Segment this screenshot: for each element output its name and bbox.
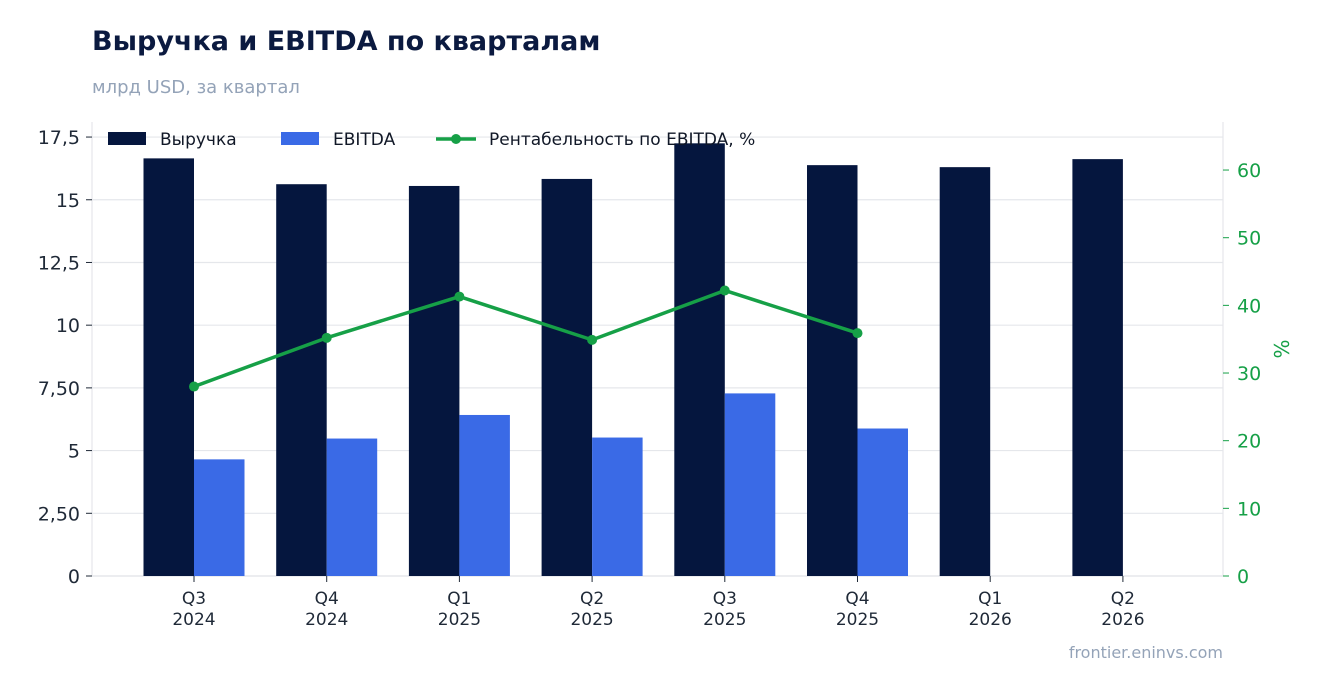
revenue-bar (807, 165, 858, 576)
left-tick-label: 0 (68, 566, 80, 588)
x-tick-label-quarter: Q4 (845, 589, 869, 609)
right-tick-label: 0 (1237, 566, 1249, 588)
legend: Выручка EBITDA Рентабельность по EBITDA, % (108, 130, 755, 150)
legend-swatch-revenue (108, 132, 146, 145)
x-tick-label-year: 2026 (1101, 610, 1144, 630)
revenue-bar (276, 184, 327, 577)
x-tick-label-year: 2025 (438, 610, 481, 630)
revenue-bar (408, 185, 460, 577)
right-tick-label: 60 (1237, 160, 1261, 182)
margin-point (719, 285, 730, 296)
x-tick-label-year: 2026 (969, 610, 1012, 630)
legend-marker-margin (451, 134, 461, 144)
margin-point (852, 328, 863, 339)
margin-point (321, 332, 332, 343)
ebitda-bar (459, 414, 510, 576)
x-tick-label-quarter: Q2 (1111, 589, 1135, 609)
left-tick-label: 2,50 (38, 503, 80, 525)
ebitda-bar (326, 438, 378, 576)
x-tick-label-quarter: Q2 (580, 589, 604, 609)
legend-label-margin: Рентабельность по EBITDA, % (489, 130, 755, 150)
chart-title: Выручка и EBITDA по кварталам (92, 26, 601, 57)
ebitda-bar (194, 459, 245, 576)
ebitda-bar (724, 393, 776, 576)
x-tick-label-year: 2024 (172, 610, 215, 630)
margin-point (189, 381, 199, 392)
right-tick-label: 40 (1237, 295, 1261, 317)
revenue-bar (1072, 159, 1123, 576)
right-axis-label: % (1270, 339, 1294, 358)
margin-point (454, 291, 465, 302)
x-tick-label-year: 2025 (703, 610, 746, 630)
x-tick-label-year: 2024 (305, 610, 348, 630)
margin-line (189, 285, 863, 392)
legend-swatch-ebitda (281, 132, 319, 145)
right-tick-label: 10 (1237, 498, 1261, 520)
left-tick-label: 15 (56, 190, 80, 212)
x-tick-label-year: 2025 (836, 610, 879, 630)
x-tick-label-quarter: Q3 (182, 589, 206, 609)
ebitda-bar (857, 428, 908, 576)
right-tick-label: 20 (1237, 431, 1261, 453)
x-tick-label-quarter: Q1 (447, 589, 471, 609)
left-tick-label: 12,5 (38, 252, 80, 274)
revenue-bar (541, 178, 593, 577)
x-tick-label-quarter: Q1 (978, 589, 1002, 609)
revenue-bar (143, 158, 194, 576)
source-credit: frontier.eninvs.com (1068, 643, 1223, 662)
bars (143, 143, 1123, 577)
margin-point (587, 334, 598, 345)
right-tick-label: 50 (1237, 228, 1261, 250)
legend-label-ebitda: EBITDA (333, 130, 396, 150)
chart-subtitle: млрд USD, за квартал (92, 77, 300, 98)
left-tick-label: 10 (56, 315, 80, 337)
left-tick-label: 17,5 (38, 127, 80, 149)
left-tick-label: 7,50 (38, 378, 80, 400)
grid-lines (92, 136, 1223, 514)
revenue-bar (939, 167, 991, 576)
revenue-bar (674, 143, 725, 576)
x-tick-label-quarter: Q3 (713, 589, 737, 609)
x-tick-label-quarter: Q4 (315, 589, 339, 609)
legend-label-revenue: Выручка (160, 130, 237, 150)
left-tick-label: 5 (68, 441, 80, 463)
margin-line-path (192, 288, 860, 389)
x-tick-label-year: 2025 (570, 610, 613, 630)
right-tick-label: 30 (1237, 363, 1261, 385)
ebitda-bar (592, 437, 643, 576)
